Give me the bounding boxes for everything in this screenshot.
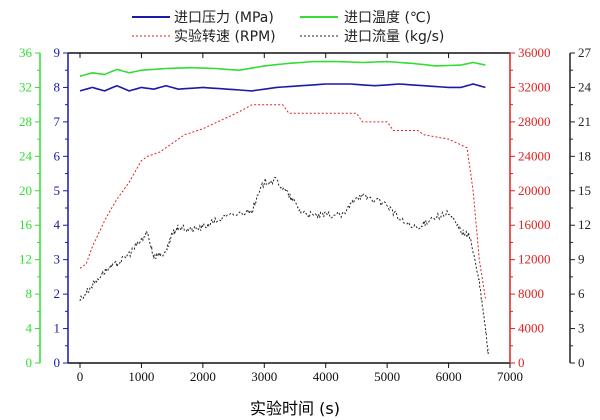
legend-label-rpm: 实验转速 (RPM) [174,29,276,45]
rpm-tick-label: 8000 [518,286,544,301]
rpm-tick-label: 24000 [518,148,551,163]
pressure-tick-label: 5 [54,183,61,198]
temp-tick-label: 32 [19,79,32,94]
x-tick-label: 3000 [251,369,277,384]
temp-tick-label: 4 [26,321,33,336]
temp-tick-label: 36 [19,45,33,60]
temp-tick-label: 28 [19,114,32,129]
x-tick-label: 4000 [313,369,339,384]
temp-tick-label: 8 [26,286,33,301]
flow-tick-label: 27 [578,45,592,60]
temp-tick-label: 16 [19,217,33,232]
pressure-tick-label: 6 [54,148,61,163]
x-tick-label: 5000 [374,369,400,384]
series-line-rpm [79,104,486,299]
temp-tick-label: 0 [26,355,33,370]
x-tick-label: 0 [77,369,84,384]
pressure-tick-label: 4 [54,217,61,232]
legend-label-flow: 进口流量 (kg/s) [344,29,444,45]
temp-tick-label: 12 [19,252,32,267]
pressure-tick-label: 9 [54,45,61,60]
pressure-tick-label: 8 [54,79,61,94]
temp-tick-label: 24 [19,148,33,163]
pressure-tick-label: 2 [54,286,61,301]
pressure-tick-label: 1 [54,321,61,336]
legend-label-temp: 进口温度 (℃) [344,10,431,26]
flow-tick-label: 18 [578,148,591,163]
series-line-pressure [79,83,486,92]
x-tick-label: 7000 [497,369,523,384]
rpm-tick-label: 36000 [518,45,551,60]
pressure-tick-label: 0 [54,355,61,370]
flow-tick-label: 0 [578,355,585,370]
rpm-tick-label: 32000 [518,79,551,94]
series-line-flow [79,176,489,356]
legend: 进口压力 (MPa) 进口温度 (℃) 实验转速 (RPM) 进口流量 (kg/… [132,10,444,45]
rpm-tick-label: 16000 [518,217,551,232]
flow-tick-label: 3 [578,321,585,336]
rpm-tick-label: 12000 [518,252,551,267]
x-axis-label: 实验时间 (s) [250,399,340,418]
rpm-tick-label: 4000 [518,321,544,336]
temp-tick-label: 20 [19,183,32,198]
flow-tick-label: 21 [578,114,591,129]
series-line-temp [79,60,486,78]
flow-tick-label: 12 [578,217,591,232]
x-tick-label: 6000 [436,369,462,384]
x-tick-label: 1000 [128,369,154,384]
pressure-tick-label: 7 [54,114,61,129]
flow-tick-label: 9 [578,252,585,267]
rpm-tick-label: 28000 [518,114,551,129]
rpm-tick-label: 0 [518,355,525,370]
pressure-tick-label: 3 [54,252,61,267]
flow-tick-label: 24 [578,79,592,94]
rpm-tick-label: 20000 [518,183,551,198]
flow-tick-label: 6 [578,286,585,301]
flow-tick-label: 15 [578,183,591,198]
legend-label-pressure: 进口压力 (MPa) [174,10,274,26]
x-tick-label: 2000 [190,369,216,384]
